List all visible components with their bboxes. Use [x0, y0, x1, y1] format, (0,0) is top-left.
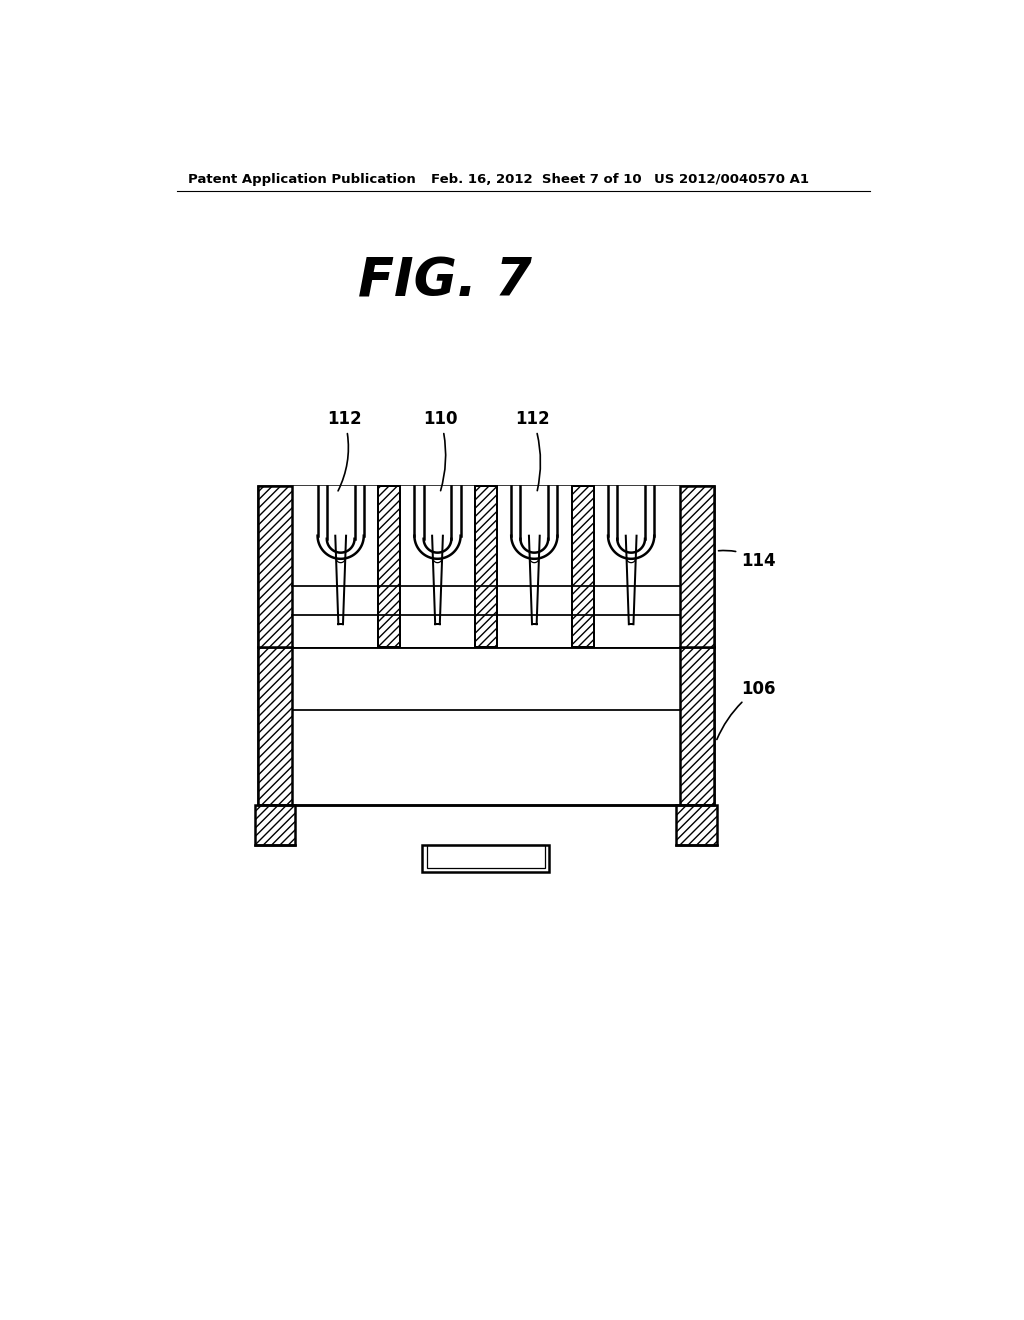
- Text: 110: 110: [423, 411, 458, 491]
- Bar: [422, 845, 550, 873]
- Bar: [677, 805, 717, 845]
- Bar: [255, 805, 295, 845]
- Bar: [680, 486, 714, 647]
- Bar: [475, 486, 497, 647]
- Text: 114: 114: [719, 550, 776, 570]
- Text: Patent Application Publication: Patent Application Publication: [188, 173, 416, 186]
- Text: Feb. 16, 2012  Sheet 7 of 10: Feb. 16, 2012 Sheet 7 of 10: [431, 173, 641, 186]
- Text: 112: 112: [327, 411, 361, 491]
- Text: 106: 106: [717, 680, 775, 739]
- Text: FIG. 7: FIG. 7: [357, 256, 531, 308]
- Bar: [378, 486, 399, 647]
- Bar: [427, 845, 545, 867]
- Bar: [258, 647, 714, 805]
- Text: 112: 112: [515, 411, 550, 491]
- Text: US 2012/0040570 A1: US 2012/0040570 A1: [654, 173, 809, 186]
- Bar: [680, 647, 714, 805]
- Bar: [258, 486, 292, 647]
- Bar: [258, 486, 714, 647]
- Bar: [292, 486, 680, 647]
- Bar: [258, 647, 292, 805]
- Bar: [572, 486, 594, 647]
